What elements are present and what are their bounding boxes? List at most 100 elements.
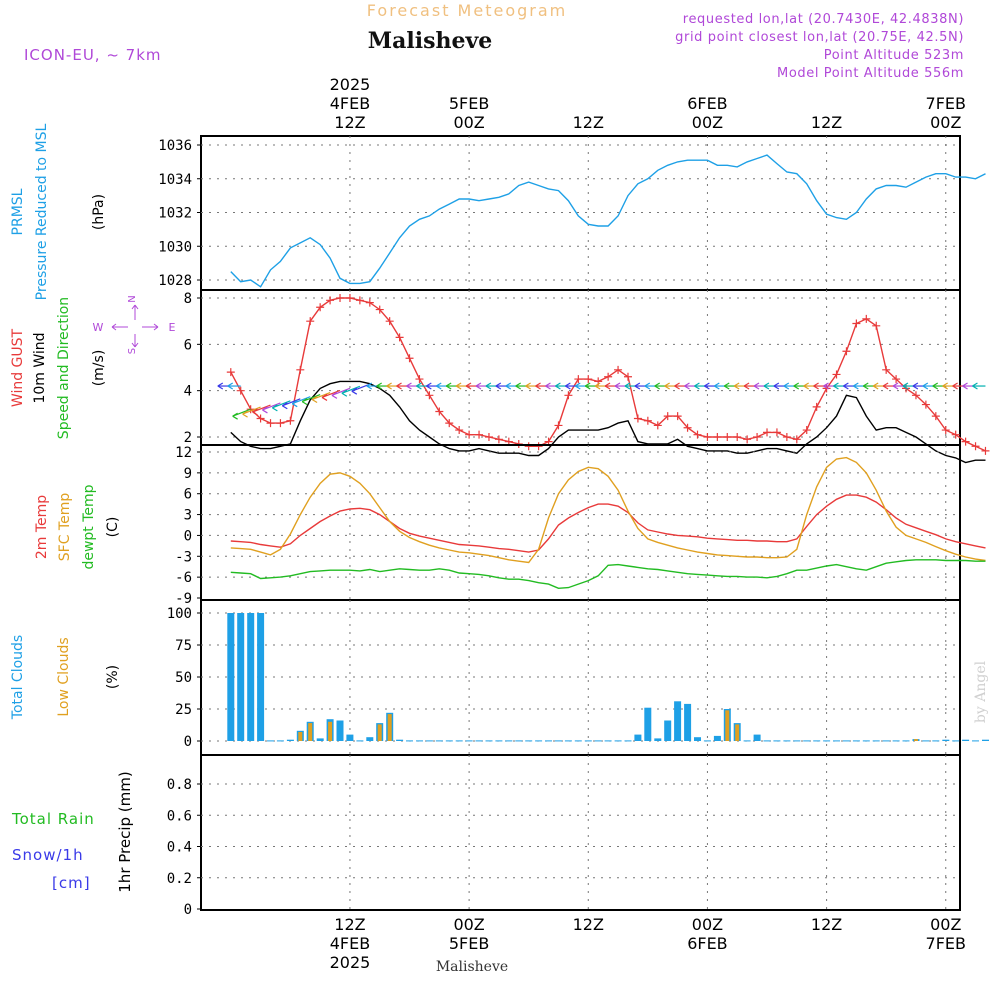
gust-marker <box>405 354 414 363</box>
series-bar <box>574 740 582 742</box>
compass-arrows-v <box>131 304 139 348</box>
compass-s: S <box>127 348 138 354</box>
wind-barb-head <box>664 382 670 390</box>
gust-marker <box>395 333 404 342</box>
series-line <box>230 456 986 564</box>
gust-marker <box>941 426 950 435</box>
wind-barb-head <box>793 382 800 390</box>
series-bar <box>914 739 918 741</box>
gust-marker <box>296 365 305 374</box>
time-label-bottom: 12Z <box>573 915 604 934</box>
time-label-bottom: 12Z <box>334 915 365 934</box>
series-bar <box>445 740 453 742</box>
gust-marker <box>465 430 474 439</box>
series-bar <box>644 707 652 741</box>
gust-marker <box>862 314 871 323</box>
series-bar <box>406 740 413 742</box>
wind-barb-head <box>465 382 472 390</box>
gust-marker <box>415 375 424 384</box>
series-bar <box>267 740 274 742</box>
wind-barb-head <box>882 382 889 390</box>
series-bar <box>495 740 503 742</box>
series-bar <box>604 740 612 742</box>
panel-frame <box>200 754 961 911</box>
panel-clouds: 0 25 50 75 100 <box>167 599 989 756</box>
series-line <box>230 494 986 553</box>
footer-location: Malisheve <box>436 959 508 975</box>
series-bar <box>377 724 382 741</box>
wind-barb-head <box>262 406 268 414</box>
gust-marker <box>425 391 434 400</box>
wind-barb-head <box>753 382 760 390</box>
panel-axis-label: 10m Wind <box>32 332 48 403</box>
wind-barb-head <box>803 382 809 390</box>
gust-marker <box>435 407 444 416</box>
series-bar <box>725 710 730 741</box>
wind-barb-head <box>922 382 929 390</box>
gust-marker <box>882 365 891 374</box>
series-bar <box>892 740 900 742</box>
gust-marker <box>872 321 881 330</box>
series-bar <box>545 740 552 742</box>
series-bar <box>276 740 284 742</box>
gust-marker <box>961 437 970 446</box>
series-bar <box>803 740 811 742</box>
y-tick-label: 6 <box>184 337 192 353</box>
wind-barb-head <box>783 382 790 390</box>
wind-barb-head <box>545 382 551 390</box>
gust-marker <box>584 375 593 384</box>
snow-label: Snow/1h <box>12 846 84 864</box>
series-line <box>230 380 986 464</box>
wind-barb-head <box>232 412 238 420</box>
wind-barb-head <box>604 382 611 390</box>
gust-marker <box>892 375 901 384</box>
gust-marker <box>802 426 811 435</box>
panel-wind: 2 4 6 8 <box>184 289 990 464</box>
wind-barb-head <box>331 391 338 399</box>
series-bar <box>515 740 523 742</box>
series-bar <box>257 613 265 741</box>
series-bar <box>247 613 255 741</box>
series-bar <box>475 740 483 742</box>
y-tick-label: 1036 <box>158 138 192 154</box>
series-bar <box>773 740 781 742</box>
series-line <box>230 154 986 288</box>
gust-marker <box>673 412 682 421</box>
y-tick-label: 6 <box>184 487 192 503</box>
series-bar <box>505 740 513 742</box>
series-bar <box>416 740 423 742</box>
gust-marker <box>633 414 642 423</box>
time-label-top: 12Z <box>811 113 842 132</box>
series-bar <box>942 739 950 741</box>
series-bar <box>624 740 632 742</box>
series-bar <box>753 734 761 741</box>
series-bar <box>298 732 303 741</box>
wind-barb-head <box>634 382 641 390</box>
wind-barb-head <box>942 382 948 390</box>
gust-marker <box>276 419 285 428</box>
series-bar <box>813 740 821 742</box>
gust-marker <box>574 375 583 384</box>
series-bar <box>286 739 294 741</box>
series-bar <box>783 740 791 742</box>
series-bar <box>852 740 860 742</box>
time-label-top: 12Z <box>334 113 365 132</box>
compass-w: W <box>93 321 104 334</box>
gust-marker <box>385 317 394 326</box>
y-tick-label: 0 <box>184 528 192 544</box>
wind-barb-head <box>396 382 402 390</box>
wind-barb-head <box>962 382 968 390</box>
wind-barb-head <box>301 398 308 406</box>
gust-marker <box>326 296 335 305</box>
panel-axis-label: (m/s) <box>91 350 107 387</box>
gust-marker <box>852 319 861 328</box>
series-bar <box>664 720 672 741</box>
location-title: Malisheve <box>368 28 492 54</box>
series-bar <box>922 740 930 742</box>
precip-axis-label: 1hr Precip (mm) <box>116 771 134 892</box>
panel-axis-label: Total Clouds <box>10 635 26 720</box>
wind-barb-head <box>624 382 631 390</box>
gust-marker <box>971 442 980 451</box>
gust-marker <box>842 347 851 356</box>
